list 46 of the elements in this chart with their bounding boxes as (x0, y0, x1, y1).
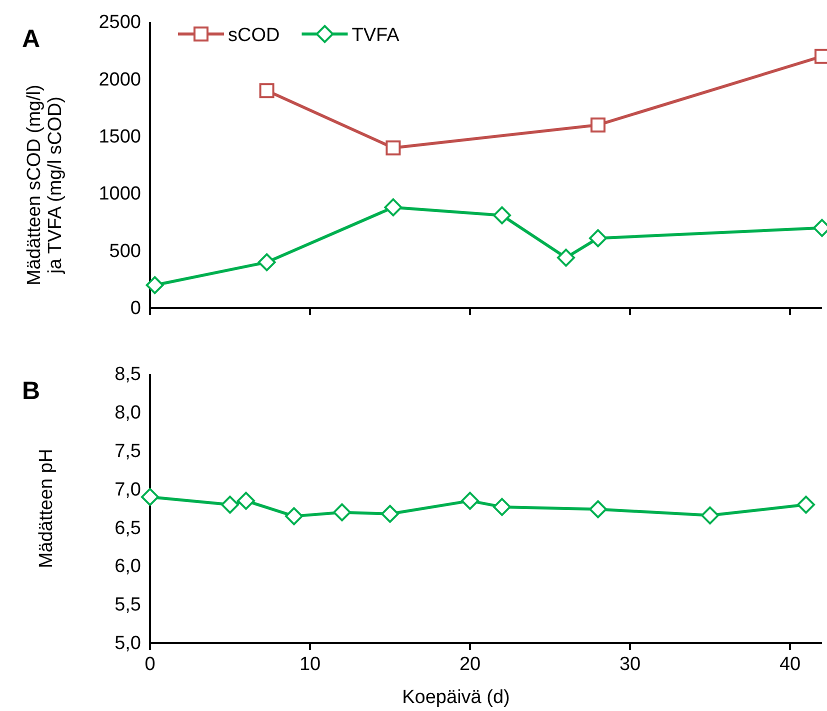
point (141, 488, 159, 506)
y-tick-label: 7,0 (114, 479, 141, 500)
y-tick-label: 5,5 (114, 594, 141, 616)
y-tick-label: 5,0 (114, 633, 141, 654)
x-tick-label: 0 (144, 654, 156, 676)
point (237, 492, 255, 510)
point (493, 206, 511, 224)
point (589, 500, 607, 518)
point (146, 276, 164, 294)
point (701, 506, 719, 524)
x-tick-label: 30 (619, 654, 641, 676)
legend-label: TVFA (352, 25, 400, 46)
y-tick-label: 6,5 (114, 518, 141, 539)
y-tick-label: 2000 (98, 69, 141, 90)
text: B (22, 377, 40, 405)
point (259, 83, 274, 98)
point (493, 498, 511, 516)
y-tick-label: 500 (109, 240, 141, 262)
x-tick-label: 20 (459, 654, 481, 676)
point (386, 140, 401, 156)
y-tick-label: 6,0 (114, 556, 141, 578)
point (589, 229, 607, 248)
point (285, 507, 303, 526)
y-tick-label: 2500 (98, 12, 141, 34)
point (797, 496, 815, 514)
point (384, 198, 402, 216)
y-tick-label: 0 (130, 298, 141, 320)
point (557, 248, 575, 267)
point (258, 253, 276, 272)
y-tick-label: 8,0 (114, 402, 141, 424)
point (221, 496, 239, 514)
y-tick-label: 8,5 (114, 364, 141, 386)
point (590, 117, 606, 132)
legend-label: sCOD (228, 25, 280, 46)
y-axis-title: Mädätteen sCOD (mg/l) ja TVFA (mg/l sCOD) (24, 84, 66, 286)
y-tick-label: 1000 (98, 184, 141, 205)
y-tick-label: 7,5 (114, 440, 141, 462)
x-tick-label: 40 (779, 654, 801, 676)
point (461, 492, 479, 510)
x-tick-label: 10 (299, 654, 321, 676)
text: A (22, 25, 40, 53)
y-axis-title: Mädätteen pH (36, 448, 57, 568)
y-tick-label: 1500 (98, 126, 141, 148)
point (381, 504, 399, 523)
x-axis-title: Koepäivä (d) (402, 687, 510, 708)
point (333, 503, 351, 522)
